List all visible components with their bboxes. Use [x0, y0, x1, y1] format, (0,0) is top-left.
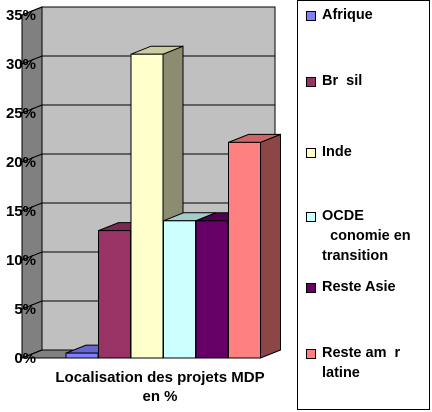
legend-swatch: [306, 283, 316, 293]
legend: Afrique Br sil Inde OCDE conomie en transit…: [297, 0, 430, 410]
bar: [228, 133, 281, 359]
bar-front: [195, 220, 229, 359]
bars: [65, 45, 281, 359]
legend-label: Reste am r latine: [322, 345, 401, 381]
x-axis-label-line: Localisation des projets MDP: [55, 369, 264, 386]
bar-side: [260, 133, 281, 359]
gridline-side: [21, 6, 43, 16]
x-axis-label-line: en %: [142, 388, 177, 405]
y-tick-label: 15%: [6, 203, 36, 220]
legend-swatch: [306, 148, 316, 158]
gridline-side: [21, 251, 43, 261]
gridline-side: [21, 202, 43, 212]
legend-label: Inde: [322, 144, 352, 160]
x-axis-label: Localisation des projets MDP en %: [55, 369, 264, 405]
legend-label: Afrique: [322, 7, 373, 23]
legend-label: Br sil: [322, 73, 363, 89]
bar-front: [130, 53, 164, 359]
gridline-side: [21, 104, 43, 114]
y-tick-label: 25%: [6, 105, 36, 122]
chart: 0% 5% 10% 15% 20% 25% 30% 35% Localisation des …: [6, 6, 281, 405]
y-tick-label: 30%: [6, 56, 36, 73]
gridline-side: [21, 300, 43, 310]
y-tick-label: 5%: [14, 301, 36, 318]
legend-label: OCDE conomie en transition: [322, 208, 411, 264]
y-axis-ticks: 0% 5% 10% 15% 20% 25% 30% 35%: [6, 7, 36, 367]
bar-front: [228, 141, 261, 359]
legend-swatch: [306, 77, 316, 87]
legend-label: Reste Asie: [322, 279, 396, 295]
bar-front: [163, 220, 196, 359]
y-tick-label: 20%: [6, 154, 36, 171]
legend-swatch: [306, 349, 316, 359]
bar-front: [65, 352, 99, 359]
bar-front: [98, 230, 131, 359]
y-tick-label: 10%: [6, 252, 36, 269]
legend-swatch: [306, 212, 316, 222]
y-tick-label: 0%: [14, 350, 36, 367]
gridline-side: [21, 153, 43, 163]
legend-swatch: [306, 11, 316, 21]
gridline-side: [21, 349, 43, 359]
gridline-side: [21, 55, 43, 65]
y-tick-label: 35%: [6, 7, 36, 24]
